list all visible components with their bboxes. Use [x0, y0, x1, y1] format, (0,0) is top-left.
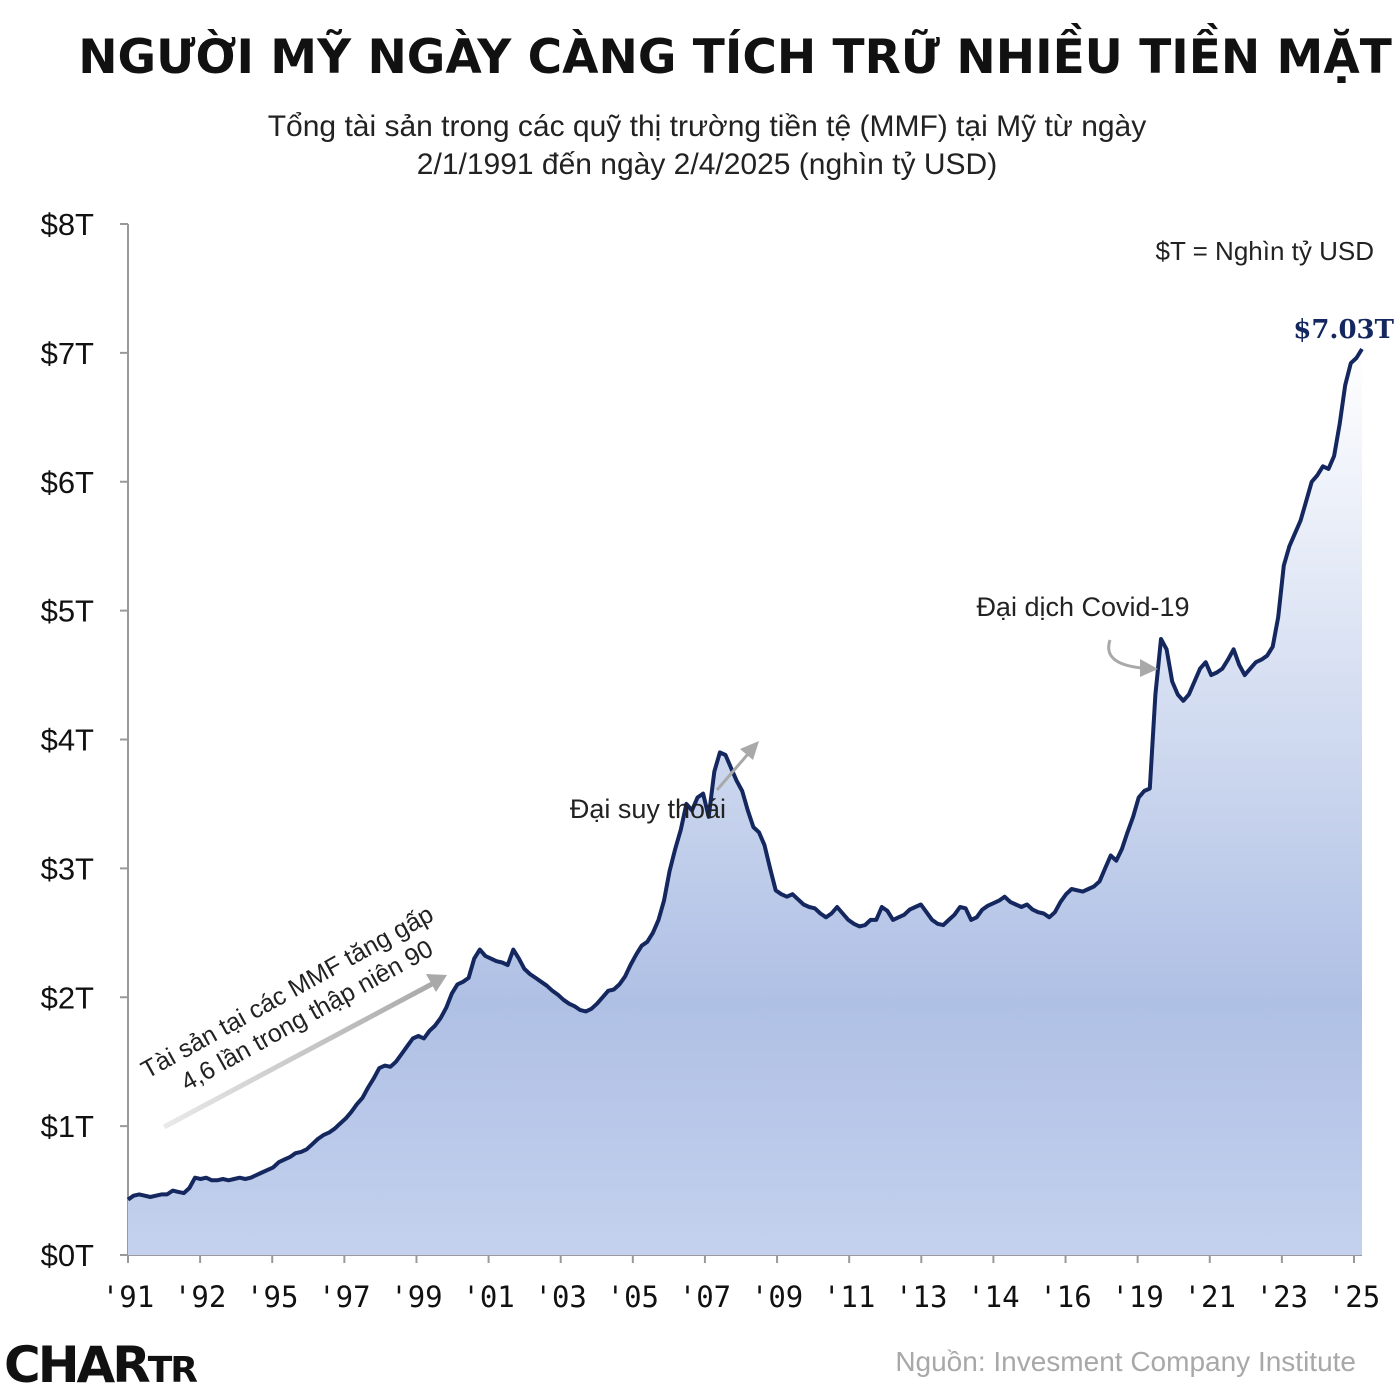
y-tick-label: $7T — [41, 336, 94, 371]
annotation-great-recession: Đại suy thoái — [570, 794, 726, 824]
x-tick-label: '92 — [174, 1280, 226, 1314]
annotation-covid-arrowhead — [1140, 659, 1158, 677]
x-tick-label: '21 — [1184, 1280, 1236, 1314]
x-tick-label: '13 — [895, 1280, 947, 1314]
annotation-90s-arrowhead — [426, 974, 447, 992]
annotation-recession-arrow-line — [715, 753, 750, 791]
x-tick-label: '95 — [246, 1280, 298, 1314]
y-tick-label: $1T — [41, 1109, 94, 1144]
x-tick-label: '16 — [1039, 1280, 1091, 1314]
y-tick-label: $2T — [41, 980, 94, 1015]
y-tick-label: $5T — [41, 594, 94, 629]
unit-note: $T = Nghìn tỷ USD — [1155, 236, 1374, 266]
annotation-covid: Đại dịch Covid-19 — [976, 592, 1189, 622]
x-tick-label: '09 — [751, 1280, 803, 1314]
x-tick-label: '07 — [679, 1280, 731, 1314]
x-tick-label: '91 — [102, 1280, 154, 1314]
x-tick-label: '03 — [535, 1280, 587, 1314]
series-line — [126, 347, 1364, 1202]
y-tick-label: $3T — [41, 851, 94, 886]
brand-logo-small: TR — [147, 1350, 198, 1391]
subtitle-line-1: Tổng tài sản trong các quỹ thị trường ti… — [267, 110, 1147, 143]
x-tick-label: '11 — [823, 1280, 875, 1314]
page-title: NGƯỜI MỸ NGÀY CÀNG TÍCH TRỮ NHIỀU TIỀN M… — [78, 30, 1392, 85]
x-tick-label: '97 — [318, 1280, 370, 1314]
x-tick-label: '23 — [1256, 1280, 1308, 1314]
y-tick-label: $4T — [41, 723, 94, 758]
annotation-recession-arrowhead — [740, 741, 759, 760]
x-tick-label: '99 — [390, 1280, 442, 1314]
x-tick-label: '05 — [607, 1280, 659, 1314]
annotation-90s-line-1: Tài sản tại các MMF tăng gấp — [136, 900, 438, 1084]
chart-subtitle: Tổng tài sản trong các quỹ thị trường ti… — [0, 108, 1400, 184]
annotation-covid-arrow-line — [1107, 639, 1143, 670]
source-note: Nguồn: Invesment Company Institute — [895, 1346, 1356, 1377]
x-tick-label: '25 — [1328, 1280, 1380, 1314]
brand-logo-main: CHAR — [4, 1336, 151, 1394]
y-tick-label: $6T — [41, 465, 94, 500]
x-tick-label: '14 — [967, 1280, 1019, 1314]
brand-logo: CHARTR — [4, 1336, 198, 1394]
subtitle-line-2: 2/1/1991 đến ngày 2/4/2025 (nghìn tỷ USD… — [416, 148, 998, 181]
x-tick-label: '01 — [462, 1280, 514, 1314]
end-value-label: $7.03T — [1293, 315, 1394, 345]
x-tick-label: '19 — [1111, 1280, 1163, 1314]
y-tick-label: $8T — [41, 207, 94, 242]
annotation-90s-arrow-line — [162, 981, 434, 1130]
y-tick-label: $0T — [41, 1238, 94, 1273]
mmf-assets-area-chart: $0T $1T $2T $3T $4T $5T $6T $7T $8T '91 '92 '95 '97 '… — [41, 207, 1395, 1314]
